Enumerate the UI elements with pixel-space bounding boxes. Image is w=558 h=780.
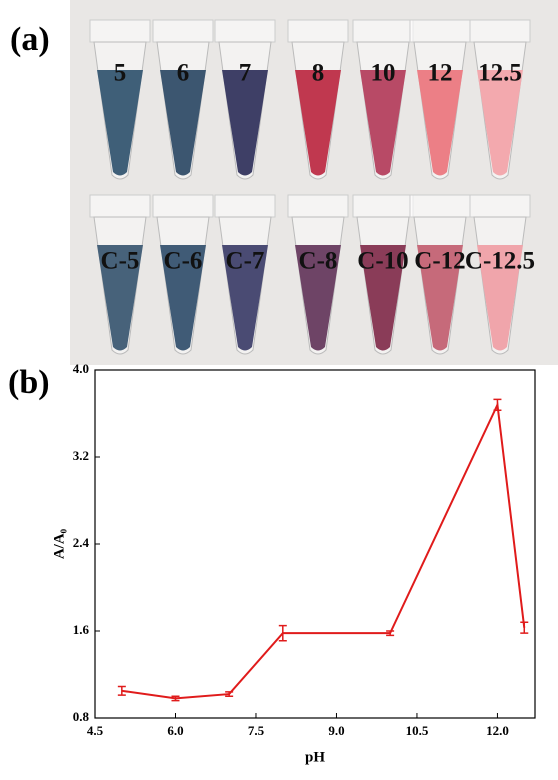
y-axis-label: A/A₀ bbox=[51, 528, 67, 559]
y-tick-label: 4.0 bbox=[73, 361, 89, 376]
tube-cap bbox=[352, 19, 414, 43]
y-tick-label: 0.8 bbox=[73, 709, 90, 724]
error-bar bbox=[225, 691, 234, 697]
x-tick-label: 7.5 bbox=[248, 723, 265, 738]
tube-label: 5 bbox=[114, 60, 127, 87]
tube-label: 12.5 bbox=[478, 60, 522, 87]
tube-liquid bbox=[360, 245, 406, 351]
tube-label: 10 bbox=[371, 60, 396, 87]
tube-cap bbox=[214, 19, 276, 43]
tube-cap bbox=[152, 19, 214, 43]
tube-cap bbox=[352, 194, 414, 218]
y-tick-label: 1.6 bbox=[73, 622, 90, 637]
plot-frame bbox=[94, 369, 536, 719]
tube-liquid bbox=[360, 70, 406, 176]
x-tick-label: 12.0 bbox=[486, 723, 509, 738]
tube-label: C-10 bbox=[357, 248, 408, 275]
data-line bbox=[121, 401, 526, 700]
error-bar bbox=[278, 624, 287, 642]
tube-cap bbox=[469, 19, 531, 43]
tube-label: C-7 bbox=[226, 248, 265, 275]
panel-label: (a) bbox=[10, 21, 50, 58]
tube-liquid bbox=[160, 245, 206, 351]
tube-cap bbox=[89, 19, 151, 43]
tube-liquid bbox=[477, 70, 523, 176]
tube-label: C-12 bbox=[414, 248, 465, 275]
tube-liquid bbox=[295, 70, 341, 176]
tube-liquid bbox=[222, 70, 268, 176]
tube-cap bbox=[409, 19, 471, 43]
tube-cap bbox=[214, 194, 276, 218]
tube-liquid bbox=[160, 70, 206, 176]
tube-label: C-5 bbox=[101, 248, 140, 275]
tube-cap bbox=[287, 19, 349, 43]
tube-label: 8 bbox=[312, 60, 325, 87]
x-tick-label: 4.5 bbox=[87, 723, 104, 738]
x-tick-label: 10.5 bbox=[406, 723, 429, 738]
x-axis-label: pH bbox=[305, 749, 325, 765]
y-tick-label: 3.2 bbox=[73, 448, 89, 463]
y-tick-label: 2.4 bbox=[73, 535, 90, 550]
error-bar bbox=[493, 398, 502, 411]
tube-label: 12 bbox=[428, 60, 453, 87]
tube-liquid bbox=[97, 70, 143, 176]
tube-liquid bbox=[97, 245, 143, 351]
tube-cap bbox=[89, 194, 151, 218]
error-bar bbox=[117, 685, 126, 696]
tube-label: C-8 bbox=[299, 248, 338, 275]
error-bar bbox=[171, 695, 180, 702]
tube-cap bbox=[287, 194, 349, 218]
tube-label: C-12.5 bbox=[465, 248, 535, 275]
tube-liquid bbox=[417, 245, 463, 351]
tube-cap bbox=[409, 194, 471, 218]
error-bar bbox=[386, 630, 395, 637]
tube-label: 7 bbox=[239, 60, 252, 87]
x-tick-label: 9.0 bbox=[328, 723, 344, 738]
tube-label: 6 bbox=[177, 60, 190, 87]
panel-label: (b) bbox=[8, 364, 50, 401]
tube-liquid bbox=[417, 70, 463, 176]
tube-label: C-6 bbox=[164, 248, 203, 275]
tube-liquid bbox=[295, 245, 341, 351]
tube-cap bbox=[469, 194, 531, 218]
tube-liquid bbox=[477, 245, 523, 351]
tube-cap bbox=[152, 194, 214, 218]
error-bar bbox=[520, 621, 529, 634]
x-tick-label: 6.0 bbox=[167, 723, 183, 738]
tube-liquid bbox=[222, 245, 268, 351]
